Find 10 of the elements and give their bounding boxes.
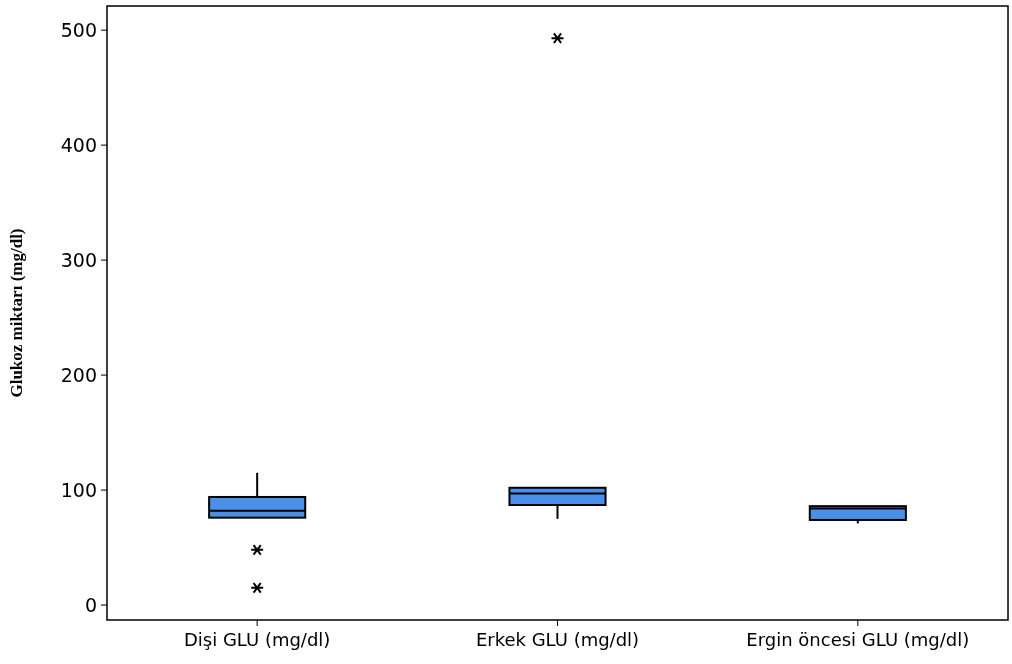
y-tick-label: 500 (60, 18, 97, 41)
y-tick-label: 400 (60, 133, 97, 156)
x-tick-label: Erkek GLU (mg/dl) (475, 629, 640, 650)
x-tick-label: Ergin öncesi GLU (mg/dl) (746, 629, 970, 650)
y-tick-label: 200 (60, 363, 97, 386)
y-tick-label: 100 (60, 478, 97, 501)
y-tick-label: 300 (60, 248, 97, 271)
y-tick-label: 0 (84, 593, 97, 616)
y-axis-title: Glukoz miktarı (mg/dl) (7, 228, 26, 398)
x-tick-label: Dişi GLU (mg/dl) (183, 629, 331, 650)
